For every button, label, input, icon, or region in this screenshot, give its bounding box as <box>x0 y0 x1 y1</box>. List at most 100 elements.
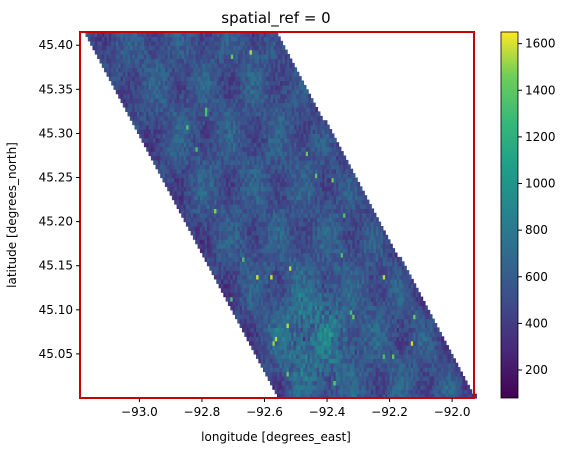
heatmap-cell <box>288 358 292 364</box>
heatmap-cell <box>314 195 318 201</box>
heatmap-cell <box>328 358 332 364</box>
heatmap-cell <box>363 327 367 333</box>
heatmap-cell <box>357 204 361 210</box>
heatmap-cell <box>202 155 206 161</box>
heatmap-cell <box>164 168 168 174</box>
heatmap-cell <box>380 393 384 399</box>
heatmap-cell <box>382 274 386 280</box>
heatmap-cell <box>347 195 351 201</box>
heatmap-cell <box>211 199 215 205</box>
heatmap-cell <box>359 195 363 201</box>
heatmap-cell <box>197 177 201 183</box>
heatmap-cell <box>263 278 267 284</box>
heatmap-cell <box>298 239 302 245</box>
heatmap-cell <box>354 261 358 267</box>
heatmap-cell <box>298 309 302 315</box>
heatmap-cell <box>300 168 304 174</box>
heatmap-cell <box>354 190 358 196</box>
heatmap-cell <box>427 340 431 346</box>
heatmap-cell <box>345 296 349 302</box>
heatmap-cell <box>340 208 344 214</box>
heatmap-cell <box>394 345 398 351</box>
heatmap-cell <box>284 265 288 271</box>
heatmap-cell <box>333 287 337 293</box>
heatmap-cell <box>267 340 271 346</box>
heatmap-cell <box>345 305 349 311</box>
heatmap-cell <box>239 305 243 311</box>
heatmap-cell <box>343 159 347 165</box>
heatmap-cell <box>356 376 360 382</box>
heatmap-cell <box>338 159 342 165</box>
heatmap-cell <box>246 190 250 196</box>
heatmap-cell <box>403 283 407 289</box>
heatmap-cell <box>324 323 328 329</box>
heatmap-cell <box>373 389 377 395</box>
heatmap-cell <box>272 318 276 324</box>
heatmap-cell <box>202 243 206 249</box>
heatmap-cell <box>389 314 393 320</box>
heatmap-cell <box>303 252 307 258</box>
heatmap-cell <box>251 265 255 271</box>
heatmap-cell <box>270 283 274 289</box>
heatmap-cell <box>279 137 283 143</box>
heatmap-cell <box>244 292 248 298</box>
heatmap-cell <box>350 181 354 187</box>
heatmap-cell <box>389 393 393 399</box>
heatmap-cell <box>403 314 407 320</box>
heatmap-cell <box>350 195 354 201</box>
heatmap-cell <box>310 199 314 205</box>
heatmap-cell <box>270 159 274 165</box>
heatmap-cell <box>218 217 222 223</box>
heatmap-cell <box>357 252 360 258</box>
heatmap-cell <box>216 270 220 276</box>
heatmap-cell <box>230 208 234 214</box>
heatmap-cell <box>394 362 398 368</box>
heatmap-cell <box>272 243 276 249</box>
heatmap-cell <box>242 327 245 333</box>
heatmap-cell <box>195 221 199 227</box>
heatmap-cell <box>195 195 199 201</box>
heatmap-cell <box>361 296 365 302</box>
heatmap-cell <box>279 340 283 346</box>
heatmap-cell <box>413 301 417 307</box>
heatmap-cell <box>246 292 250 298</box>
heatmap-cell <box>146 146 150 152</box>
heatmap-cell <box>298 389 302 395</box>
heatmap-cell <box>315 137 319 143</box>
heatmap-cell <box>314 208 318 214</box>
heatmap-cell <box>370 393 374 399</box>
heatmap-cell <box>347 186 351 192</box>
heatmap-cell <box>333 376 337 382</box>
heatmap-cell <box>277 243 281 249</box>
heatmap-cell <box>436 393 440 399</box>
heatmap-cell <box>237 292 241 298</box>
heatmap-cell <box>417 340 421 346</box>
heatmap-cell <box>211 186 215 192</box>
heatmap-cell <box>321 309 325 315</box>
heatmap-cell <box>321 367 325 373</box>
heatmap-cell <box>448 393 452 399</box>
heatmap-cell <box>251 190 255 196</box>
heatmap-cell <box>281 287 285 293</box>
heatmap-cell <box>394 278 398 284</box>
heatmap-cell <box>263 208 267 214</box>
heatmap-cell <box>181 186 185 192</box>
heatmap-cell <box>352 226 356 232</box>
heatmap-cell <box>244 159 248 165</box>
heatmap-cell <box>401 336 405 342</box>
heatmap-cell <box>284 349 288 355</box>
heatmap-cell <box>232 195 236 201</box>
heatmap-cell <box>382 376 386 382</box>
heatmap-cell <box>246 261 250 267</box>
heatmap-cell <box>263 362 266 368</box>
heatmap-cell <box>202 151 206 157</box>
heatmap-cell <box>303 155 307 161</box>
heatmap-cell <box>356 340 360 346</box>
heatmap-cell <box>267 292 271 298</box>
heatmap-cell <box>448 371 452 377</box>
heatmap-cell <box>307 384 311 390</box>
heatmap-cell <box>443 371 447 377</box>
heatmap-cell <box>312 323 316 329</box>
heatmap-cell <box>279 243 283 249</box>
heatmap-cell <box>246 217 250 223</box>
